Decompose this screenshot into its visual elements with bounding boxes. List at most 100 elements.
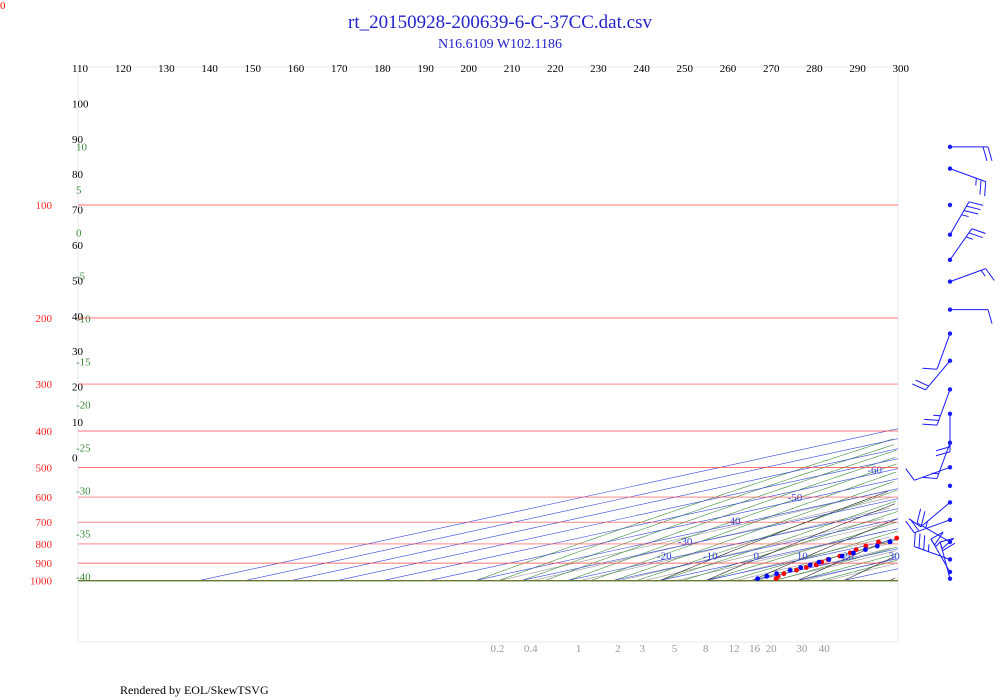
mixing-ratio-line xyxy=(827,563,895,581)
mixing-ratio-line xyxy=(581,507,890,581)
mixing-ratio-label: 40 xyxy=(819,643,831,655)
pressure-label: 1000 xyxy=(30,575,53,587)
temperature-point xyxy=(876,539,881,545)
dry-adiabat-label: 60 xyxy=(72,240,84,252)
moist-adiabat-label: -25 xyxy=(76,442,91,454)
dry-adiabat-label: 220 xyxy=(547,63,564,75)
moist-adiabat-label: -15 xyxy=(76,356,91,368)
dewpoint-point xyxy=(887,539,893,545)
dry-adiabat-label: 180 xyxy=(374,63,391,75)
isotherm-label: 0 xyxy=(753,550,759,562)
pressure-label: 100 xyxy=(36,200,53,212)
mixing-ratio-label: 12 xyxy=(728,643,739,655)
wind-barb-half-flag xyxy=(965,236,974,240)
mixing-ratio-label: 5 xyxy=(672,643,678,655)
wind-barb-flag xyxy=(923,535,926,550)
wind-barb xyxy=(905,465,953,481)
moist-adiabat xyxy=(499,444,895,581)
pressure-label: 800 xyxy=(36,539,53,551)
wind-barb xyxy=(947,307,993,324)
moist-adiabat xyxy=(683,511,898,581)
wind-barb-flag xyxy=(913,531,916,547)
isotherm-line xyxy=(246,438,899,581)
isotherm-line xyxy=(844,568,899,581)
wind-barb xyxy=(947,202,953,208)
dry-adiabat-label: 80 xyxy=(72,169,84,181)
wind-barb-shaft xyxy=(936,333,951,370)
temperature-point xyxy=(894,535,900,541)
wind-barb-flag xyxy=(920,511,926,526)
dewpoint-point xyxy=(826,557,832,562)
wind-barb-station xyxy=(947,483,953,489)
wind-barb-flag xyxy=(985,268,995,281)
wind-barb-flag xyxy=(915,379,929,387)
dry-adiabat-label: 20 xyxy=(72,382,84,394)
pressure-label: 600 xyxy=(36,492,53,504)
moist-adiabat-label: 5 xyxy=(76,184,82,196)
wind-barb-flag xyxy=(987,309,993,324)
isotherm-line xyxy=(338,458,899,581)
moist-adiabat xyxy=(798,553,898,581)
isotherm-label: 30 xyxy=(889,550,901,562)
wind-barb xyxy=(947,228,986,263)
mixing-ratio-label: 16 xyxy=(749,643,761,655)
dry-adiabat-label: 130 xyxy=(158,63,175,75)
wind-barb xyxy=(913,531,953,562)
wind-barb-flag xyxy=(922,367,938,370)
pressure-label: 200 xyxy=(36,313,53,325)
corner-label: 0 xyxy=(0,0,6,12)
wind-barb xyxy=(947,268,995,284)
isotherm-label: 20 xyxy=(843,550,855,562)
moist-adiabat xyxy=(568,463,897,581)
moist-adiabat-label: -10 xyxy=(76,313,91,325)
dry-adiabat-label: 210 xyxy=(504,63,521,75)
wind-barb-half-flag xyxy=(975,178,977,186)
dry-adiabat-label: 300 xyxy=(893,63,910,75)
dry-adiabat-label: 240 xyxy=(633,63,650,75)
wind-barb-shaft xyxy=(936,389,951,426)
wind-barb-flag xyxy=(924,418,939,421)
dry-adiabat-label: 150 xyxy=(245,63,262,75)
dry-adiabat-label: 250 xyxy=(677,63,694,75)
wind-barb-half-flag xyxy=(925,520,929,529)
wind-barb-half-flag xyxy=(927,544,930,552)
wind-barb-shaft xyxy=(949,228,973,261)
isotherm-label: -50 xyxy=(788,492,803,504)
isotherm-line xyxy=(430,478,899,581)
moist-adiabat-label: 10 xyxy=(76,141,88,153)
wind-barb-shaft xyxy=(914,466,951,481)
wind-barb-pennant xyxy=(930,531,944,547)
dry-adiabat-label: 290 xyxy=(849,63,866,75)
wind-barb xyxy=(935,411,953,457)
mixing-ratio-line xyxy=(620,518,885,581)
dry-adiabat-label: 10 xyxy=(72,417,84,429)
wind-barb-flag xyxy=(935,451,951,457)
dry-adiabat-label: 230 xyxy=(590,63,607,75)
wind-barb-shaft xyxy=(949,268,986,283)
pressure-label: 400 xyxy=(36,426,53,438)
dry-adiabat-label: 160 xyxy=(288,63,305,75)
wind-barb-flag xyxy=(968,201,984,206)
wind-barb xyxy=(922,387,953,426)
mixing-ratio-label: 2 xyxy=(615,643,621,655)
isotherm-label: -60 xyxy=(867,465,882,477)
plot-frame xyxy=(77,66,899,643)
dewpoint-point xyxy=(774,571,779,577)
isotherm-line xyxy=(522,498,899,581)
dry-adiabat-label: 0 xyxy=(72,452,78,464)
chart-title: rt_20150928-200639-6-C-37CC.dat.csv xyxy=(348,12,652,33)
wind-barb xyxy=(947,144,993,161)
isotherm-line xyxy=(568,508,899,581)
dewpoint-point xyxy=(839,553,845,559)
wind-barb-flag xyxy=(979,179,982,195)
mixing-ratio-label: 0.2 xyxy=(491,643,505,655)
wind-barb-flag xyxy=(987,146,993,161)
wind-barb xyxy=(930,531,953,575)
dewpoint-point xyxy=(851,550,856,556)
moist-adiabat xyxy=(637,489,898,581)
dewpoint-point xyxy=(863,547,868,552)
moist-adiabat-label: -20 xyxy=(76,399,91,411)
mixing-ratio-label: 3 xyxy=(640,643,646,655)
moist-adiabat xyxy=(729,530,898,581)
wind-barb-pennant xyxy=(939,537,955,550)
